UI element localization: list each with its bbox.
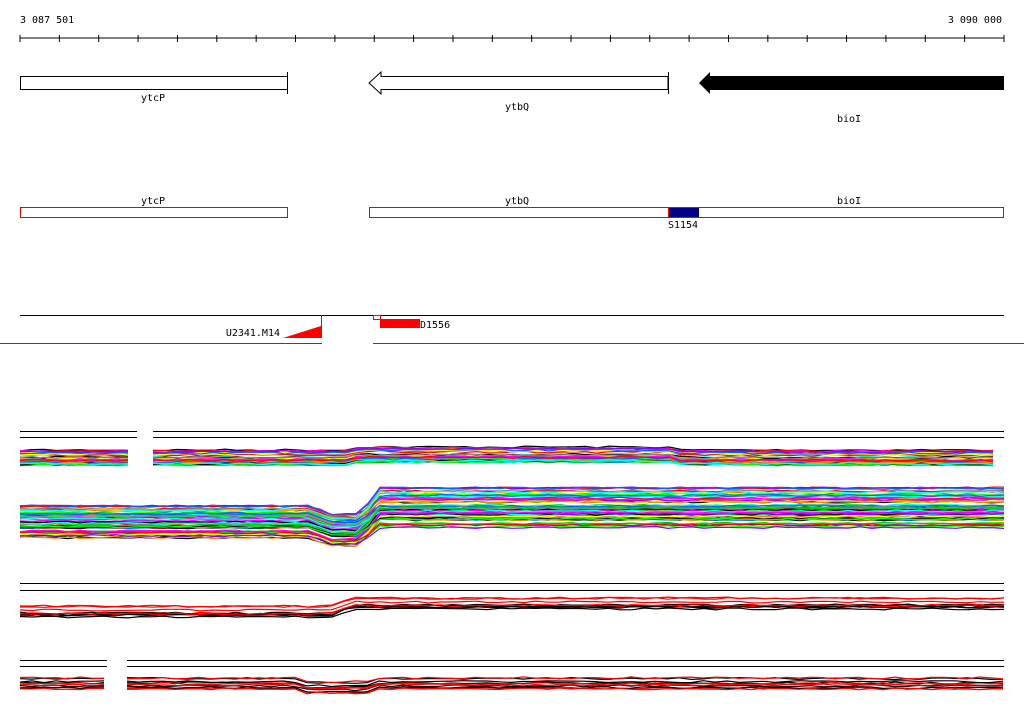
feature-S1154[interactable] (669, 208, 699, 217)
expression-line (152, 448, 994, 455)
expression-line (152, 453, 994, 460)
expression-line (19, 525, 1005, 546)
expression-line (19, 676, 105, 680)
expression-line (19, 509, 1004, 528)
expression-line (19, 450, 129, 454)
expression-tracks (19, 431, 1005, 695)
features-track: U2341.M14 D1556 (0, 315, 1024, 344)
expression-line (19, 682, 105, 685)
expression-line (19, 517, 1005, 536)
feature-label-S1154: S1154 (668, 220, 698, 231)
expression-line (152, 455, 994, 462)
annotation-label-bioI: bioI (837, 196, 861, 207)
feature-ramp-left[interactable] (283, 326, 321, 338)
expression-line (19, 451, 129, 455)
feature-label-left: U2341.M14 (226, 328, 280, 339)
gene-ytcP[interactable]: ytcP (20, 72, 288, 104)
expression-line (126, 687, 1004, 695)
expression-line (19, 683, 105, 687)
expression-line (19, 603, 1005, 616)
gene-label: ytcP (141, 93, 165, 104)
expression-line (19, 506, 1005, 536)
annotation-label-ytcP: ytcP (141, 196, 165, 207)
ruler-end-label: 3 090 000 (948, 15, 1002, 26)
annotation-track: ytcP ytbQ bioI S1154 (20, 196, 1004, 231)
expression-line (19, 490, 1005, 520)
expression-line (126, 683, 1004, 690)
feature-label-right: D1556 (420, 320, 450, 331)
gene-track: ytcP ytbQ bioI (20, 70, 1004, 125)
expression-line (19, 514, 1005, 544)
expression-line (126, 680, 1004, 688)
expression-line (19, 687, 105, 691)
gene-ytbQ[interactable]: ytbQ (368, 70, 669, 113)
expression-line (19, 486, 1005, 516)
expression-line (19, 458, 129, 462)
expression-line (19, 680, 105, 684)
annotation-box-ytcP[interactable] (20, 207, 288, 218)
expression-line (126, 684, 1004, 692)
annotation-box-ytbQ[interactable] (369, 207, 669, 218)
gene-label: ytbQ (505, 102, 529, 113)
expression-line (19, 462, 129, 465)
annotation-label-ytbQ: ytbQ (505, 196, 529, 207)
expression-line (152, 445, 994, 452)
expression-line (152, 459, 994, 466)
expression-line (19, 492, 1005, 522)
ruler: 3 087 501 3 090 000 (19, 15, 1005, 42)
feature-D1556[interactable] (380, 319, 420, 328)
expression-line (126, 676, 1004, 684)
expression-line (19, 523, 1005, 543)
expression-line (19, 600, 1005, 612)
gene-bioI[interactable]: bioI (699, 72, 1004, 125)
gene-label: bioI (837, 114, 861, 125)
expression-line (19, 596, 1005, 608)
expression-line (19, 493, 1005, 523)
expression-line (19, 511, 1005, 541)
expression-line (19, 686, 105, 690)
expression-line (19, 500, 1005, 520)
ruler-start-label: 3 087 501 (20, 15, 74, 26)
annotation-box-bioI[interactable] (668, 207, 1004, 218)
expression-line (126, 681, 1004, 690)
expression-line (152, 455, 994, 462)
expression-line (19, 456, 129, 460)
expression-line (152, 447, 994, 454)
expression-line (19, 607, 1005, 619)
